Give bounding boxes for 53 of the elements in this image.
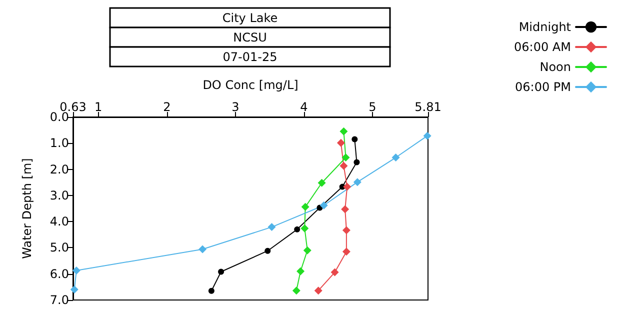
y-tick-label: 0.0 [50, 110, 69, 124]
point [300, 224, 309, 232]
point [354, 159, 360, 166]
point [340, 162, 348, 170]
chart-subtitle: NCSU [233, 30, 267, 44]
point [343, 182, 352, 191]
x-tick-label: 5.81 [414, 100, 442, 114]
y-tick-label: 6.0 [50, 266, 69, 281]
point [303, 246, 312, 254]
point [268, 223, 276, 232]
legend-label: 06:00 AM [514, 40, 571, 54]
point [198, 245, 207, 254]
point [72, 266, 80, 274]
y-tick-label: 7.0 [50, 293, 69, 307]
x-tick-label: 4 [300, 100, 308, 114]
x-tick-label: 1 [94, 100, 102, 114]
point [218, 268, 224, 275]
point [341, 205, 350, 214]
x-tick-label: 3 [232, 100, 240, 114]
point [301, 202, 310, 211]
point [264, 248, 271, 254]
point [353, 178, 362, 186]
chart-title: City Lake [222, 10, 278, 25]
point [423, 132, 432, 140]
x-tick-label: 2 [163, 100, 171, 114]
point [342, 248, 350, 256]
point [208, 288, 214, 294]
y-tick-label: 1.0 [50, 136, 69, 150]
point [392, 154, 400, 162]
legend-label: Noon [540, 60, 571, 74]
point [340, 127, 348, 136]
y-tick-label: 5.0 [50, 240, 69, 255]
y-tick-label: 4.0 [50, 214, 69, 229]
point [342, 154, 350, 162]
x-axis-title: DO Conc [mg/L] [202, 78, 298, 92]
point [342, 226, 350, 234]
point [318, 178, 326, 187]
x-tick-label: 5 [368, 100, 376, 114]
point [296, 267, 305, 276]
y-axis-title: Water Depth [m] [20, 158, 34, 259]
legend-label: Midnight [518, 20, 572, 34]
point [320, 201, 328, 210]
point [292, 286, 300, 295]
y-tick-label: 3.0 [50, 188, 69, 202]
point [70, 286, 78, 294]
point [294, 226, 300, 232]
point [314, 286, 322, 295]
point [330, 268, 339, 276]
point [352, 136, 358, 142]
text: 07-01-25 [222, 50, 278, 64]
y-tick-label: 2.0 [50, 162, 69, 176]
point [336, 138, 345, 147]
legend-label: 06:00 PM [515, 80, 571, 94]
